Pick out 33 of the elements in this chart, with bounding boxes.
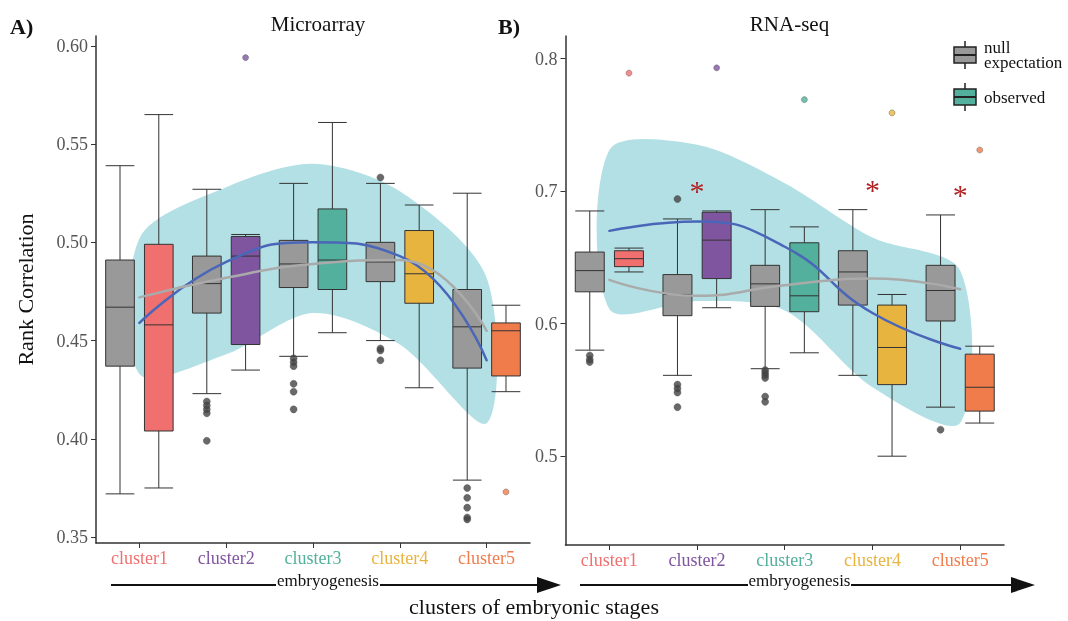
annotation: * bbox=[689, 174, 705, 208]
y-tick-label: 0.60 bbox=[56, 35, 88, 56]
chart-title: RNA-seq bbox=[749, 11, 830, 36]
chart-title: Microarray bbox=[270, 11, 366, 36]
x-tick-label: cluster3 bbox=[284, 548, 342, 568]
text: embryogenesis bbox=[276, 571, 380, 590]
x-tick-label: cluster1 bbox=[110, 548, 168, 568]
x-tick-label: cluster4 bbox=[843, 550, 901, 570]
y-tick-label: 0.7 bbox=[535, 181, 558, 202]
y-tick-label: 0.35 bbox=[56, 527, 88, 548]
legend-label: observed bbox=[984, 87, 1047, 107]
text: embryogenesis bbox=[747, 571, 852, 590]
legend-label: null expectation bbox=[984, 38, 1064, 72]
text: A) bbox=[10, 14, 34, 40]
y-axis-title: Rank Correlation bbox=[12, 213, 38, 366]
y-tick-label: 0.5 bbox=[535, 446, 558, 467]
x-tick-label: cluster5 bbox=[931, 550, 989, 570]
y-tick-label: 0.55 bbox=[56, 134, 88, 155]
x-tick-label: cluster1 bbox=[580, 550, 638, 570]
y-tick-label: 0.8 bbox=[535, 48, 558, 69]
y-tick-label: 0.50 bbox=[56, 232, 88, 253]
annotation: B) bbox=[498, 14, 520, 40]
x-tick-label: cluster4 bbox=[371, 548, 429, 568]
y-tick-label: 0.6 bbox=[535, 313, 558, 334]
y-tick-label: 0.40 bbox=[56, 428, 88, 449]
x-tick-label: cluster3 bbox=[756, 550, 814, 570]
annotation: * bbox=[952, 178, 968, 212]
x-tick-label: cluster5 bbox=[458, 548, 516, 568]
x-tick-label: cluster2 bbox=[197, 548, 255, 568]
x-tick-label: cluster2 bbox=[668, 550, 726, 570]
y-tick-label: 0.45 bbox=[56, 330, 88, 351]
x-axis-title: clusters of embryonic stages bbox=[408, 594, 660, 620]
annotation: * bbox=[864, 173, 880, 207]
